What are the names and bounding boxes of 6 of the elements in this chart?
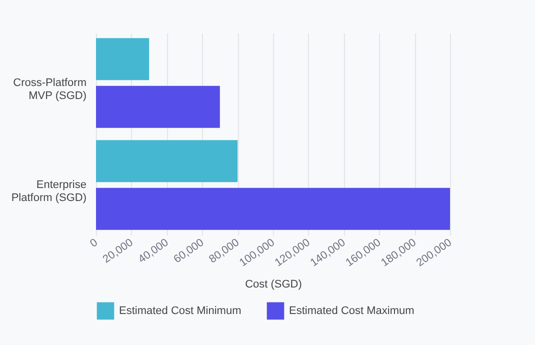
legend-label: Estimated Cost Maximum bbox=[289, 304, 414, 317]
x-tick-label: 0 bbox=[88, 236, 100, 250]
legend-label: Estimated Cost Minimum bbox=[119, 304, 242, 317]
x-axis-title: Cost (SGD) bbox=[245, 278, 302, 290]
y-tick-label: Cross-Platform MVP (SGD) bbox=[13, 76, 86, 102]
y-tick-label: Enterprise Platform (SGD) bbox=[11, 179, 86, 204]
